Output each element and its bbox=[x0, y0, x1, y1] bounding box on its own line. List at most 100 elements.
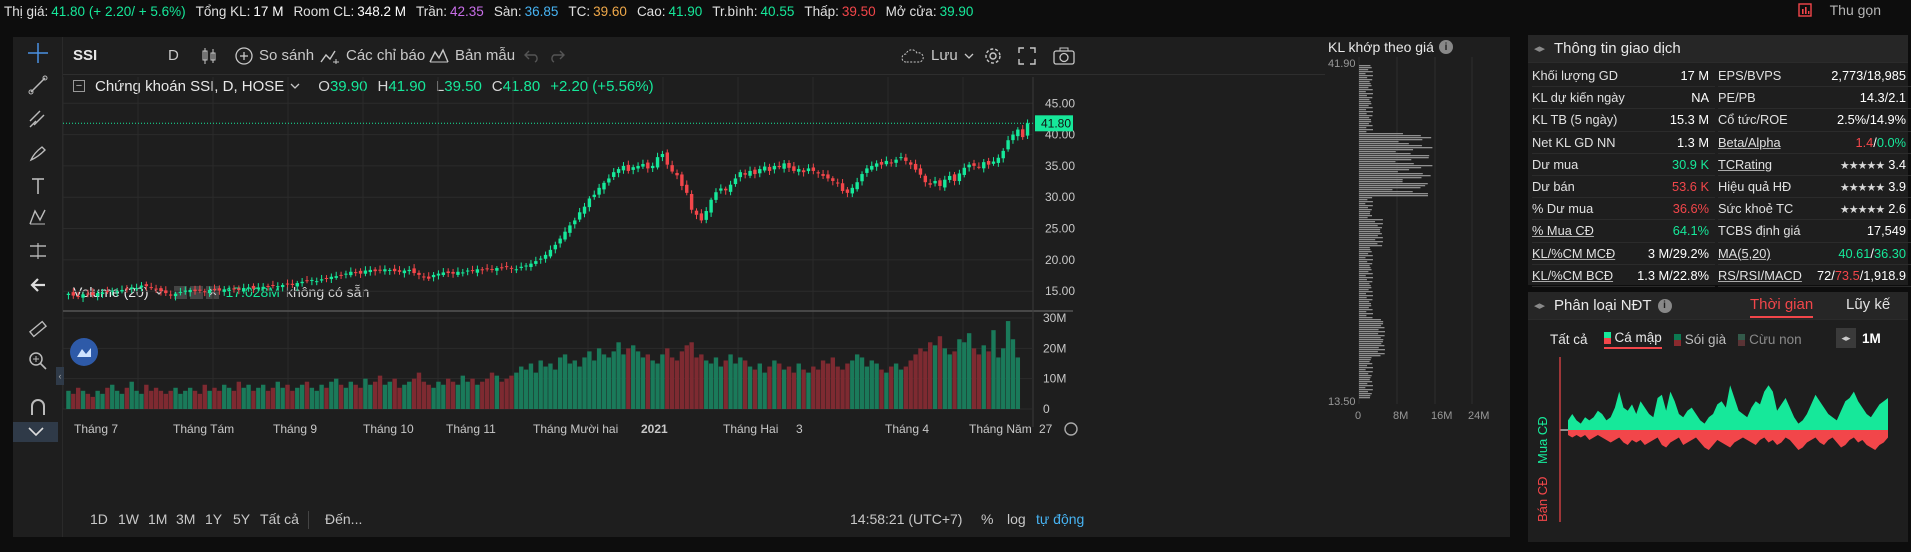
investor-filters: Tất cả Cá mập Sói già Cừu non bbox=[1550, 330, 1802, 349]
stat-5: TC: 39.60 bbox=[568, 4, 627, 19]
candle bbox=[66, 291, 71, 300]
candle bbox=[256, 283, 261, 292]
text-tool-icon[interactable] bbox=[26, 174, 50, 198]
magnet-icon[interactable] bbox=[26, 395, 50, 419]
info-value: 72/73.5/1,918.9 bbox=[1817, 268, 1906, 283]
candle bbox=[368, 266, 372, 276]
volume-tick: 10M bbox=[1043, 372, 1066, 386]
vp-bar bbox=[1359, 177, 1422, 179]
range-1m[interactable]: 1M bbox=[148, 511, 168, 527]
candle-body bbox=[573, 220, 577, 225]
ohlc-high: 41.90 bbox=[388, 77, 426, 95]
fullscreen-button[interactable] bbox=[1018, 46, 1036, 65]
undo-button[interactable] bbox=[524, 49, 540, 63]
candle-body bbox=[271, 285, 275, 287]
info-key: EPS/BVPS bbox=[1718, 68, 1782, 84]
vp-bar bbox=[1359, 81, 1370, 83]
redo-button[interactable] bbox=[549, 49, 565, 63]
info-icon[interactable]: i bbox=[1657, 298, 1672, 313]
filter-sheep[interactable]: Cừu non bbox=[1738, 332, 1802, 347]
candle-body bbox=[159, 288, 163, 292]
stat-value: 39.90 bbox=[939, 3, 974, 19]
candle bbox=[485, 264, 489, 272]
chart-type-button[interactable] bbox=[201, 47, 217, 65]
candle bbox=[271, 280, 275, 289]
info-value: 15.3 M bbox=[1669, 112, 1709, 128]
chevron-down-icon[interactable] bbox=[13, 422, 58, 442]
settings-button[interactable] bbox=[983, 46, 1003, 66]
tab-cumulative[interactable]: Lũy kế bbox=[1846, 296, 1891, 313]
crosshair-icon[interactable] bbox=[26, 41, 50, 65]
range-1w[interactable]: 1W bbox=[118, 511, 139, 527]
volume-bar bbox=[869, 360, 874, 409]
period-arrows-icon[interactable]: ◂▸ bbox=[1836, 328, 1856, 348]
period-value[interactable]: 1M bbox=[1862, 330, 1881, 346]
percent-toggle[interactable]: % bbox=[981, 511, 994, 527]
collapse-button[interactable]: Thu gọn bbox=[1797, 2, 1881, 18]
vp-bar bbox=[1359, 253, 1369, 255]
vp-bar bbox=[1359, 191, 1413, 193]
filter-shark[interactable]: Cá mập bbox=[1603, 330, 1662, 349]
brush-icon[interactable] bbox=[26, 141, 50, 165]
pattern-tool-icon[interactable] bbox=[26, 205, 50, 229]
rating-stars-icon: ★★★★★ bbox=[1839, 182, 1885, 195]
measure-tool-icon[interactable] bbox=[26, 239, 50, 263]
filter-wolf[interactable]: Sói già bbox=[1673, 332, 1726, 347]
save-button[interactable]: Lưu bbox=[901, 47, 974, 64]
camera-icon bbox=[1053, 47, 1075, 65]
candle bbox=[986, 157, 991, 169]
compare-button[interactable]: So sánh bbox=[235, 46, 314, 65]
interval-button[interactable]: D bbox=[168, 47, 179, 64]
volume-title[interactable]: Volume (20) bbox=[73, 284, 149, 300]
goto-date-button[interactable]: Đến... bbox=[325, 511, 363, 527]
candle bbox=[115, 287, 119, 297]
range-5y[interactable]: 5Y bbox=[233, 511, 251, 527]
candle-body bbox=[334, 276, 338, 278]
range-3m[interactable]: 3M bbox=[176, 511, 196, 527]
arrows-icon[interactable]: ◂▸ bbox=[1534, 300, 1546, 312]
series-title[interactable]: Chứng khoán SSI, D, HOSE bbox=[95, 77, 285, 95]
range-1y[interactable]: 1Y bbox=[205, 511, 223, 527]
price-tick: 15.00 bbox=[1045, 284, 1075, 298]
volume-bar bbox=[932, 345, 938, 409]
expand-arrow-icon[interactable]: ‹ bbox=[56, 367, 64, 385]
collapse-legend-icon[interactable]: − bbox=[73, 80, 85, 92]
fib-tool-icon[interactable] bbox=[26, 107, 50, 131]
volume-bar bbox=[665, 348, 670, 409]
info-value-part: 1.4 bbox=[1855, 134, 1874, 150]
vp-bar bbox=[1359, 319, 1381, 321]
candle-body bbox=[295, 283, 299, 287]
info-row-left: KL dự kiến ngày NA bbox=[1532, 87, 1715, 110]
candle-body bbox=[685, 184, 689, 193]
candle bbox=[149, 282, 153, 291]
collapse-label: Thu gọn bbox=[1829, 2, 1881, 18]
time-tick: Tháng 7 bbox=[74, 422, 118, 436]
candle bbox=[431, 272, 436, 282]
filter-all[interactable]: Tất cả bbox=[1550, 332, 1588, 347]
candle bbox=[246, 283, 251, 292]
symbol-input[interactable]: SSI bbox=[73, 47, 98, 64]
zoom-in-icon[interactable] bbox=[26, 349, 50, 373]
range-tất-cả[interactable]: Tất cả bbox=[260, 511, 299, 527]
volume-bar bbox=[304, 381, 310, 409]
tab-time[interactable]: Thời gian bbox=[1750, 296, 1814, 318]
stat-label: Thị giá: bbox=[4, 3, 49, 19]
range-1d[interactable]: 1D bbox=[90, 511, 108, 527]
volume-bar bbox=[158, 390, 164, 409]
candle bbox=[831, 176, 835, 186]
volume-bar bbox=[397, 387, 402, 409]
log-toggle[interactable]: log bbox=[1007, 511, 1026, 527]
back-arrow-icon[interactable] bbox=[26, 273, 50, 297]
templates-button[interactable]: Bản mẫu bbox=[429, 47, 515, 64]
candle bbox=[685, 180, 689, 196]
volume-bar bbox=[811, 366, 816, 409]
clock-label[interactable]: 14:58:21 (UTC+7) bbox=[850, 511, 963, 527]
arrows-icon[interactable]: ◂▸ bbox=[1534, 43, 1546, 55]
trend-line-icon[interactable] bbox=[26, 73, 50, 97]
indicators-button[interactable]: Các chỉ báo bbox=[320, 47, 425, 64]
auto-scale-toggle[interactable]: tự động bbox=[1036, 511, 1085, 527]
info-icon[interactable]: i bbox=[1438, 40, 1453, 54]
snapshot-button[interactable] bbox=[1053, 47, 1075, 65]
price-chart[interactable]: 45.0040.0035.0030.0025.0020.0015.0030M20… bbox=[63, 57, 1331, 502]
ruler-icon[interactable] bbox=[26, 317, 50, 341]
